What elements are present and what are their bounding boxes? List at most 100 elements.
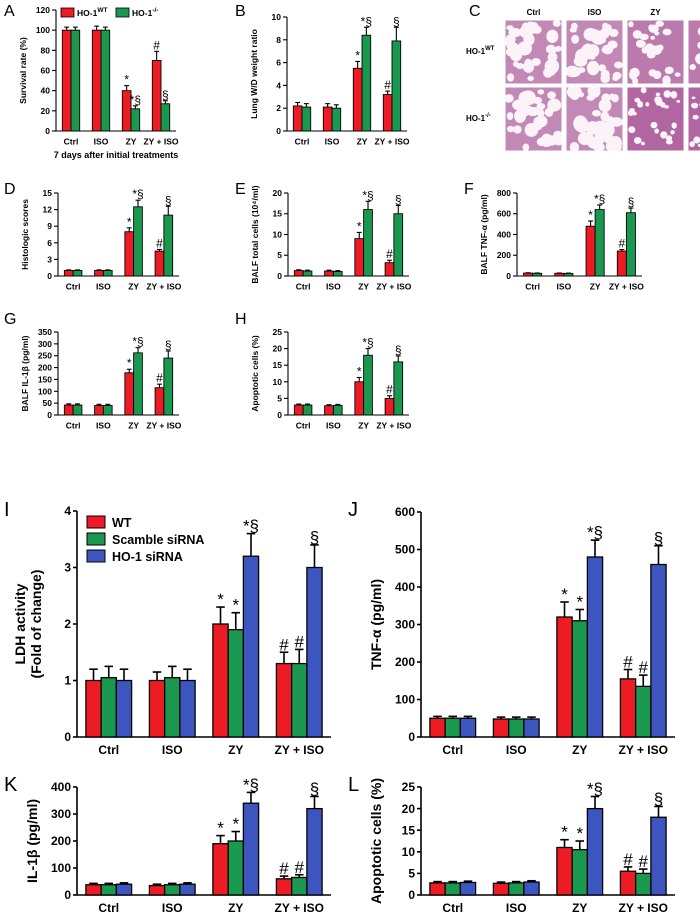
alveolar-space [547,98,562,112]
alveolar-space [552,19,561,27]
alveolar-space [517,41,532,56]
bar-k-s1-c1 [163,884,181,896]
y-tick-label: 250 [38,351,52,361]
alveolar-space [689,64,696,71]
bar-j-s2-c0 [459,717,477,738]
panel-j: J 0 100 200 300 400 500 600 TNF-α (pg/ml) Ctrl ISO… [348,499,675,757]
bar-g-s0-c0 [63,404,74,416]
bar-k-s0-c1 [148,884,166,896]
bar-a-s0-c0 [61,29,72,132]
y-tick-label: 100 [36,25,50,35]
alveolar-space [540,133,553,148]
x-tick-label: ZY [572,901,587,915]
alveolar-space [612,75,619,81]
alveolar-space [533,123,543,131]
significance-mark: # [295,858,305,877]
bar-d-s1-c0 [72,270,83,277]
y-tick-label: 4 [276,80,281,90]
bar-k-s1-c0 [100,884,118,896]
bar-a-s0-c1 [91,29,102,132]
significance-mark: # [279,635,289,654]
alveolar-space [545,67,556,77]
x-tick-label: ISO [557,282,572,292]
alveolar-space [635,39,645,48]
bar-d-s0-c2 [124,231,135,277]
y-tick-label: 12 [43,205,53,215]
significance-mark: § [395,192,402,206]
alveolar-space [506,125,515,133]
alveolar-space [527,75,534,82]
alveolar-space [674,72,681,77]
bar-g-s1-c1 [102,405,113,416]
significance-mark: # [623,653,633,672]
bar-g-s1-c3 [163,357,174,416]
alveolar-space [526,106,540,117]
alveolar-space [598,98,612,113]
y-tick-label: 200 [395,655,415,669]
micrograph-1-2 [626,86,685,152]
y-tick-label: 600 [497,209,511,219]
alveolar-space [627,109,634,117]
alveolar-space [654,96,662,104]
x-tick-label: ZY + ISO [376,421,411,431]
y-axis-label: Survival rate (%) [18,37,28,104]
bar-i-s1-c1 [163,677,181,738]
alveolar-space [662,75,671,86]
bar-h-s1-c1 [332,404,343,416]
bar-e-s0-c0 [293,270,304,277]
bar-j-s0-c3 [619,678,637,738]
y-tick-label: 20 [402,802,416,816]
y-tick-label: 2 [64,617,71,631]
micrograph-0-0 [503,19,563,85]
bar-l-s2-c3 [650,816,667,896]
bar-i-s1-c0 [100,677,118,738]
legend-label-sup: WT [97,7,107,14]
x-tick-label: Ctrl [296,282,311,292]
micrograph-1-0 [503,86,563,152]
alveolar-space [574,117,589,133]
bar-i-s0-c0 [85,679,102,738]
panel-label-l: L [348,774,359,796]
significance-mark: *§ [132,335,143,349]
significance-mark: *§ [362,336,373,350]
bar-l-s1-c2 [571,849,589,896]
alveolar-space [576,67,586,73]
significance-mark: * [561,585,568,604]
significance-mark: * [355,48,360,62]
micrograph-0-1 [565,19,624,85]
significance-mark: * [217,590,224,609]
y-tick-label: 15 [273,209,283,219]
y-tick-label: 300 [38,339,52,349]
x-tick-label: ISO [96,282,111,292]
significance-mark: * [127,356,132,370]
bar-j-s1-c1 [507,718,525,738]
bar-l-s0-c0 [429,882,446,896]
alveolar-space [522,143,530,152]
x-tick-label: ZY + ISO [609,282,644,292]
alveolar-space [524,58,532,67]
y-tick-label: 5 [408,867,415,881]
alveolar-space [650,35,656,40]
alveolar-space [545,44,556,54]
y-tick-label: 10 [402,845,416,859]
x-tick-label: ZY + ISO [619,901,668,915]
alveolar-space [546,29,559,43]
alveolar-space [664,66,674,75]
bar-l-s0-c1 [492,882,510,896]
bar-e-s1-c2 [363,209,373,277]
alveolar-space [632,30,642,39]
bar-a-s1-c0 [70,29,81,132]
micrograph-column-label: Ctrl [527,8,541,17]
bar-k-s0-c0 [85,884,102,896]
panel-d: D 0 3 6 9 12 15 Histologic scores Ctrl ISO ZY ZY + … [4,181,182,292]
alveolar-space [656,44,664,51]
alveolar-space [663,90,672,98]
alveolar-space [506,42,519,51]
alveolar-space [609,135,622,151]
legend-label: HO-1 siRNA [112,550,183,564]
bar-e-s1-c1 [332,270,343,277]
alveolar-space [628,21,634,28]
bar-l-s2-c0 [459,881,477,896]
significance-mark: # [156,371,163,385]
alveolar-space [652,70,662,80]
